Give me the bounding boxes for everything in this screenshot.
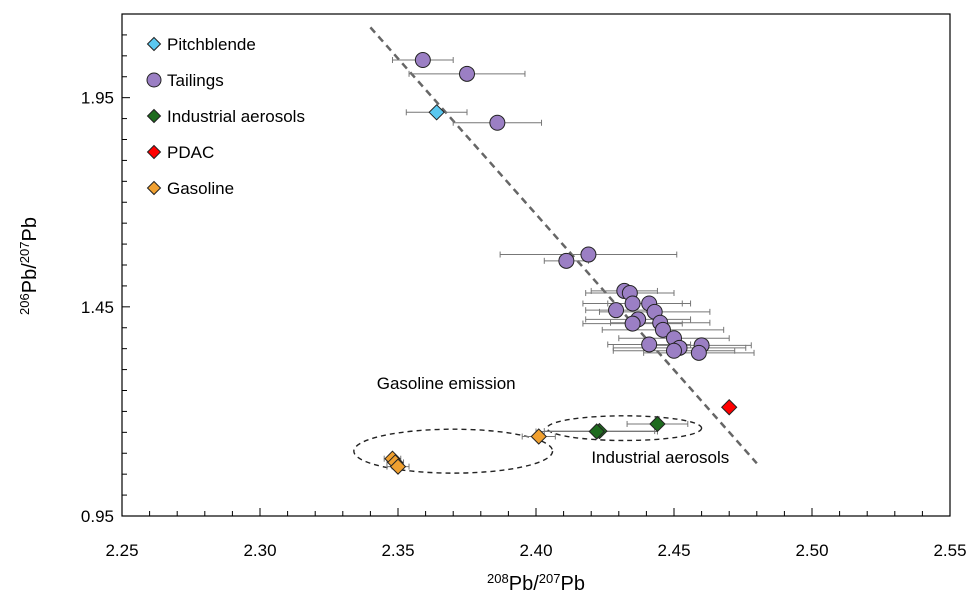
y-axis-title: 206Pb/207Pb bbox=[17, 217, 42, 315]
industrial-aerosols-point bbox=[588, 423, 605, 440]
legend-marker bbox=[146, 36, 162, 52]
tailings-point bbox=[624, 315, 641, 332]
trendline bbox=[369, 26, 758, 465]
y-tick-label: 0.95 bbox=[81, 507, 114, 526]
annotation-label: Gasoline emission bbox=[377, 374, 516, 393]
gasoline-point bbox=[389, 458, 407, 475]
x-tick-label: 2.40 bbox=[519, 541, 552, 560]
tailings-point bbox=[690, 344, 707, 361]
legend-label: PDAC bbox=[167, 143, 214, 162]
tick-labels: 2.25 2.30 2.35 2.40 2.45 2.50 2.55 0.95 1.45 1.95 bbox=[81, 89, 967, 560]
annotations: Gasoline emission Industrial aerosols bbox=[353, 374, 729, 474]
tailings-point bbox=[641, 336, 658, 353]
x-tick-label: 2.45 bbox=[657, 541, 690, 560]
axis-ticks bbox=[121, 13, 951, 517]
x-tick-label: 2.30 bbox=[243, 541, 276, 560]
annotation-label: Industrial aerosols bbox=[591, 448, 729, 467]
annotation-ellipse bbox=[546, 415, 703, 442]
pdac-point bbox=[720, 399, 738, 416]
annotation-ellipse bbox=[353, 428, 554, 474]
legend-marker bbox=[146, 180, 162, 196]
x-axis-title: 208Pb/207Pb bbox=[487, 571, 585, 596]
tailings-point bbox=[558, 252, 575, 269]
tailings-point bbox=[580, 246, 597, 263]
industrial-aerosols-point bbox=[649, 415, 666, 433]
legend-marker bbox=[146, 144, 162, 160]
y-tick-label: 1.95 bbox=[81, 89, 114, 108]
legend-label: Gasoline bbox=[167, 179, 234, 198]
pitchblende-point bbox=[428, 104, 445, 121]
tailings-point bbox=[414, 52, 431, 69]
x-tick-label: 2.35 bbox=[381, 541, 414, 560]
tailings-point bbox=[459, 65, 475, 82]
legend-marker bbox=[146, 72, 162, 88]
y-tick-label: 1.45 bbox=[81, 298, 114, 317]
legend-label: Pitchblende bbox=[167, 35, 256, 54]
tailings-point bbox=[489, 114, 506, 131]
x-tick-label: 2.25 bbox=[105, 541, 138, 560]
tailings-point bbox=[654, 321, 671, 338]
x-tick-label: 2.55 bbox=[933, 541, 966, 560]
gasoline-point bbox=[530, 428, 547, 445]
legend-label: Industrial aerosols bbox=[167, 107, 305, 126]
legend-label: Tailings bbox=[167, 71, 224, 90]
legend-marker bbox=[146, 108, 162, 124]
tailings-point bbox=[608, 302, 625, 319]
x-tick-label: 2.50 bbox=[795, 541, 828, 560]
tailings-point bbox=[666, 342, 682, 359]
legend: Pitchblende Tailings Industrial aerosols PD… bbox=[146, 35, 305, 198]
tailings-point bbox=[624, 295, 641, 312]
data-markers bbox=[384, 52, 738, 475]
